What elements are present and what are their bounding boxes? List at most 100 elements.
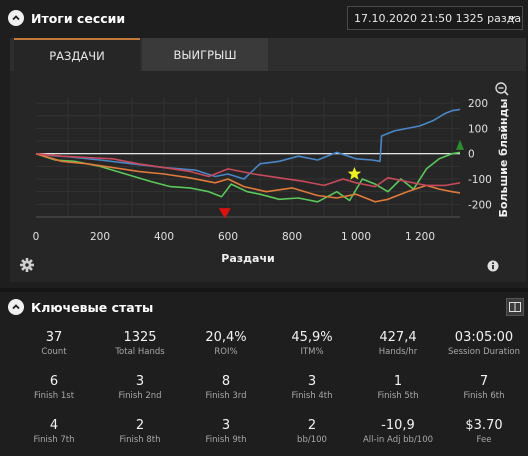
y-tick-label: -100 — [468, 174, 492, 186]
y-axis-label: Большие блайнды — [497, 98, 510, 217]
stat-value: 4 — [49, 418, 59, 433]
stat-label: Hands/hr — [378, 347, 418, 357]
stat-item: 3 Finish 2nd — [97, 374, 183, 402]
series-line — [35, 152, 461, 188]
stat-value: 45,9% — [291, 330, 333, 345]
stat-item: 2 Finish 8th — [97, 418, 183, 446]
y-tick-label: 200 — [468, 98, 488, 110]
stat-value: 1 — [393, 374, 403, 389]
star-marker — [347, 167, 362, 180]
stat-label: Count — [41, 347, 67, 357]
stats-title: Ключевые статы — [31, 299, 154, 315]
stat-item: $3.70 Fee — [441, 418, 527, 446]
stat-value: -10,9 — [381, 418, 415, 433]
stat-item: 427,4 Hands/hr — [355, 330, 441, 358]
x-tick-label: 400 — [154, 231, 174, 243]
session-header: Итоги сессии — [0, 0, 528, 36]
stat-item: 3 Finish 9th — [183, 418, 269, 446]
stat-value: 427,4 — [379, 330, 417, 345]
x-tick-label: 1 200 — [405, 231, 435, 243]
chart-grid — [36, 98, 460, 218]
y-tick-label: 100 — [468, 123, 488, 135]
stat-label: Finish 8th — [119, 435, 161, 445]
stat-label: ITM% — [300, 347, 324, 357]
x-tick-label: 1 000 — [341, 231, 371, 243]
zoom-out-icon[interactable] — [495, 82, 509, 96]
chart-tabs: РАЗДАЧИ ВЫИГРЫШ — [10, 38, 526, 71]
stat-label: Total Hands — [115, 347, 165, 357]
series-line — [35, 152, 461, 203]
y-tick-label: 0 — [468, 149, 475, 161]
stat-value: 3 — [221, 418, 231, 433]
collapse-stats-button[interactable] — [8, 299, 24, 315]
session-title: Итоги сессии — [31, 10, 126, 26]
stat-item: 37 Count — [11, 330, 97, 358]
stat-item: 8 Finish 3rd — [183, 374, 269, 402]
stat-label: ROI% — [214, 347, 238, 357]
columns-icon — [509, 302, 521, 312]
chart-markers — [218, 139, 464, 219]
x-axis-label: Раздачи — [221, 252, 274, 265]
section-divider — [0, 288, 528, 292]
stat-value: 2 — [307, 418, 317, 433]
stat-label: Finish 3rd — [205, 391, 247, 401]
stat-item: 45,9% ITM% — [269, 330, 355, 358]
stat-label: Finish 6th — [463, 391, 505, 401]
session-select-value: 17.10.2020 21:50 1325 раздач) — [354, 11, 523, 25]
stat-label: Finish 4th — [291, 391, 333, 401]
stats-header: Ключевые статы — [0, 290, 528, 324]
stat-label: Session Duration — [447, 347, 521, 357]
stat-value: 8 — [221, 374, 231, 389]
x-tick-label: 600 — [218, 231, 238, 243]
chevron-up-icon — [12, 15, 20, 21]
layout-toggle-button[interactable] — [506, 298, 524, 316]
stat-value: 2 — [135, 418, 145, 433]
series-line — [35, 108, 461, 180]
gear-icon[interactable] — [20, 258, 34, 272]
stat-item: -10,9 All-in Adj bb/100 — [355, 418, 441, 446]
x-tick-label: 200 — [90, 231, 110, 243]
stat-item: 6 Finish 1st — [11, 374, 97, 402]
stat-label: Finish 1st — [33, 391, 75, 401]
stat-item: 03:05:00 Session Duration — [441, 330, 527, 358]
stat-item: 1325 Total Hands — [97, 330, 183, 358]
x-tick-label: 800 — [282, 231, 302, 243]
stat-label: bb/100 — [297, 435, 327, 445]
stat-item: 4 Finish 7th — [11, 418, 97, 446]
stat-label: Finish 2nd — [118, 391, 162, 401]
stat-item: 1 Finish 5th — [355, 374, 441, 402]
stat-value: 03:05:00 — [454, 330, 514, 345]
stat-item: 7 Finish 6th — [441, 374, 527, 402]
stat-label: Finish 9th — [205, 435, 247, 445]
stat-item: 2 bb/100 — [269, 418, 355, 446]
stat-value: 1325 — [123, 330, 157, 345]
stat-value: 6 — [49, 374, 59, 389]
min-marker — [218, 208, 231, 219]
stat-value: 37 — [45, 330, 63, 345]
stat-value: 3 — [307, 374, 317, 389]
stat-label: Fee — [476, 435, 492, 445]
end-marker — [456, 139, 464, 150]
collapse-session-button[interactable] — [8, 10, 24, 26]
y-tick-label: -200 — [468, 199, 492, 211]
stat-item: 20,4% ROI% — [183, 330, 269, 358]
stat-value: 3 — [135, 374, 145, 389]
stat-label: Finish 7th — [33, 435, 75, 445]
stat-value: 7 — [479, 374, 489, 389]
chart-series — [35, 108, 461, 203]
tab-hands[interactable]: РАЗДАЧИ — [14, 38, 140, 71]
stat-label: All-in Adj bb/100 — [362, 435, 434, 445]
series-line — [35, 151, 461, 203]
tab-winnings[interactable]: ВЫИГРЫШ — [142, 38, 268, 71]
stat-value: $3.70 — [465, 418, 503, 433]
stat-value: 20,4% — [205, 330, 247, 345]
stat-label: Finish 5th — [377, 391, 419, 401]
session-select[interactable]: 17.10.2020 21:50 1325 раздач) — [347, 6, 523, 30]
x-tick-label: 0 — [33, 231, 40, 243]
stat-item: 3 Finish 4th — [269, 374, 355, 402]
info-icon[interactable] — [487, 260, 499, 272]
chevron-down-icon — [508, 15, 516, 21]
chevron-up-icon — [12, 304, 20, 310]
